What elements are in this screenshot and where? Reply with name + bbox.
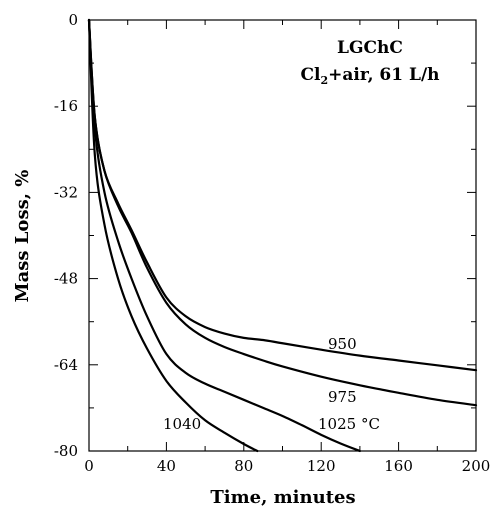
- x-tick-label: 40: [157, 457, 176, 475]
- annotation-gas-prefix: Cl: [300, 65, 321, 85]
- annotation-gas-subscript: 2: [320, 74, 328, 87]
- x-tick-label: 200: [462, 457, 491, 475]
- y-tick-label: 0: [68, 11, 78, 29]
- y-tick-label: -80: [54, 442, 78, 460]
- curve-label-1040: 1040: [163, 415, 201, 433]
- y-axis-title: Mass Loss, %: [12, 170, 33, 303]
- x-tick-label: 80: [234, 457, 253, 475]
- x-tick-label: 0: [84, 457, 94, 475]
- curve-label-1025: 1025 °C: [318, 415, 380, 433]
- annotation-gas-suffix: +air, 61 L/h: [328, 65, 439, 85]
- y-tick-label: -48: [54, 270, 78, 288]
- x-tick-label: 160: [384, 457, 413, 475]
- annotation-material: LGChC: [337, 38, 403, 58]
- x-tick-label: 120: [307, 457, 336, 475]
- series-line-1: [87, 18, 478, 407]
- series-line-2: [87, 18, 361, 453]
- y-tick-label: -64: [54, 356, 78, 374]
- plot-frame: [88, 19, 477, 452]
- y-tick-label: -16: [54, 97, 78, 115]
- curve-label-950: 950: [328, 335, 357, 353]
- tick-labels-group: 0 40 80 120 160 200 0 -16 -32 -48 -64 -80: [54, 11, 490, 475]
- annotation-gas-flow: Cl2+air, 61 L/h: [300, 65, 439, 87]
- x-axis-title: Time, minutes: [210, 487, 355, 508]
- curve-label-975: 975: [328, 388, 357, 406]
- y-tick-label: -32: [54, 183, 78, 201]
- curves-group: [87, 18, 478, 453]
- series-line-3: [87, 18, 259, 453]
